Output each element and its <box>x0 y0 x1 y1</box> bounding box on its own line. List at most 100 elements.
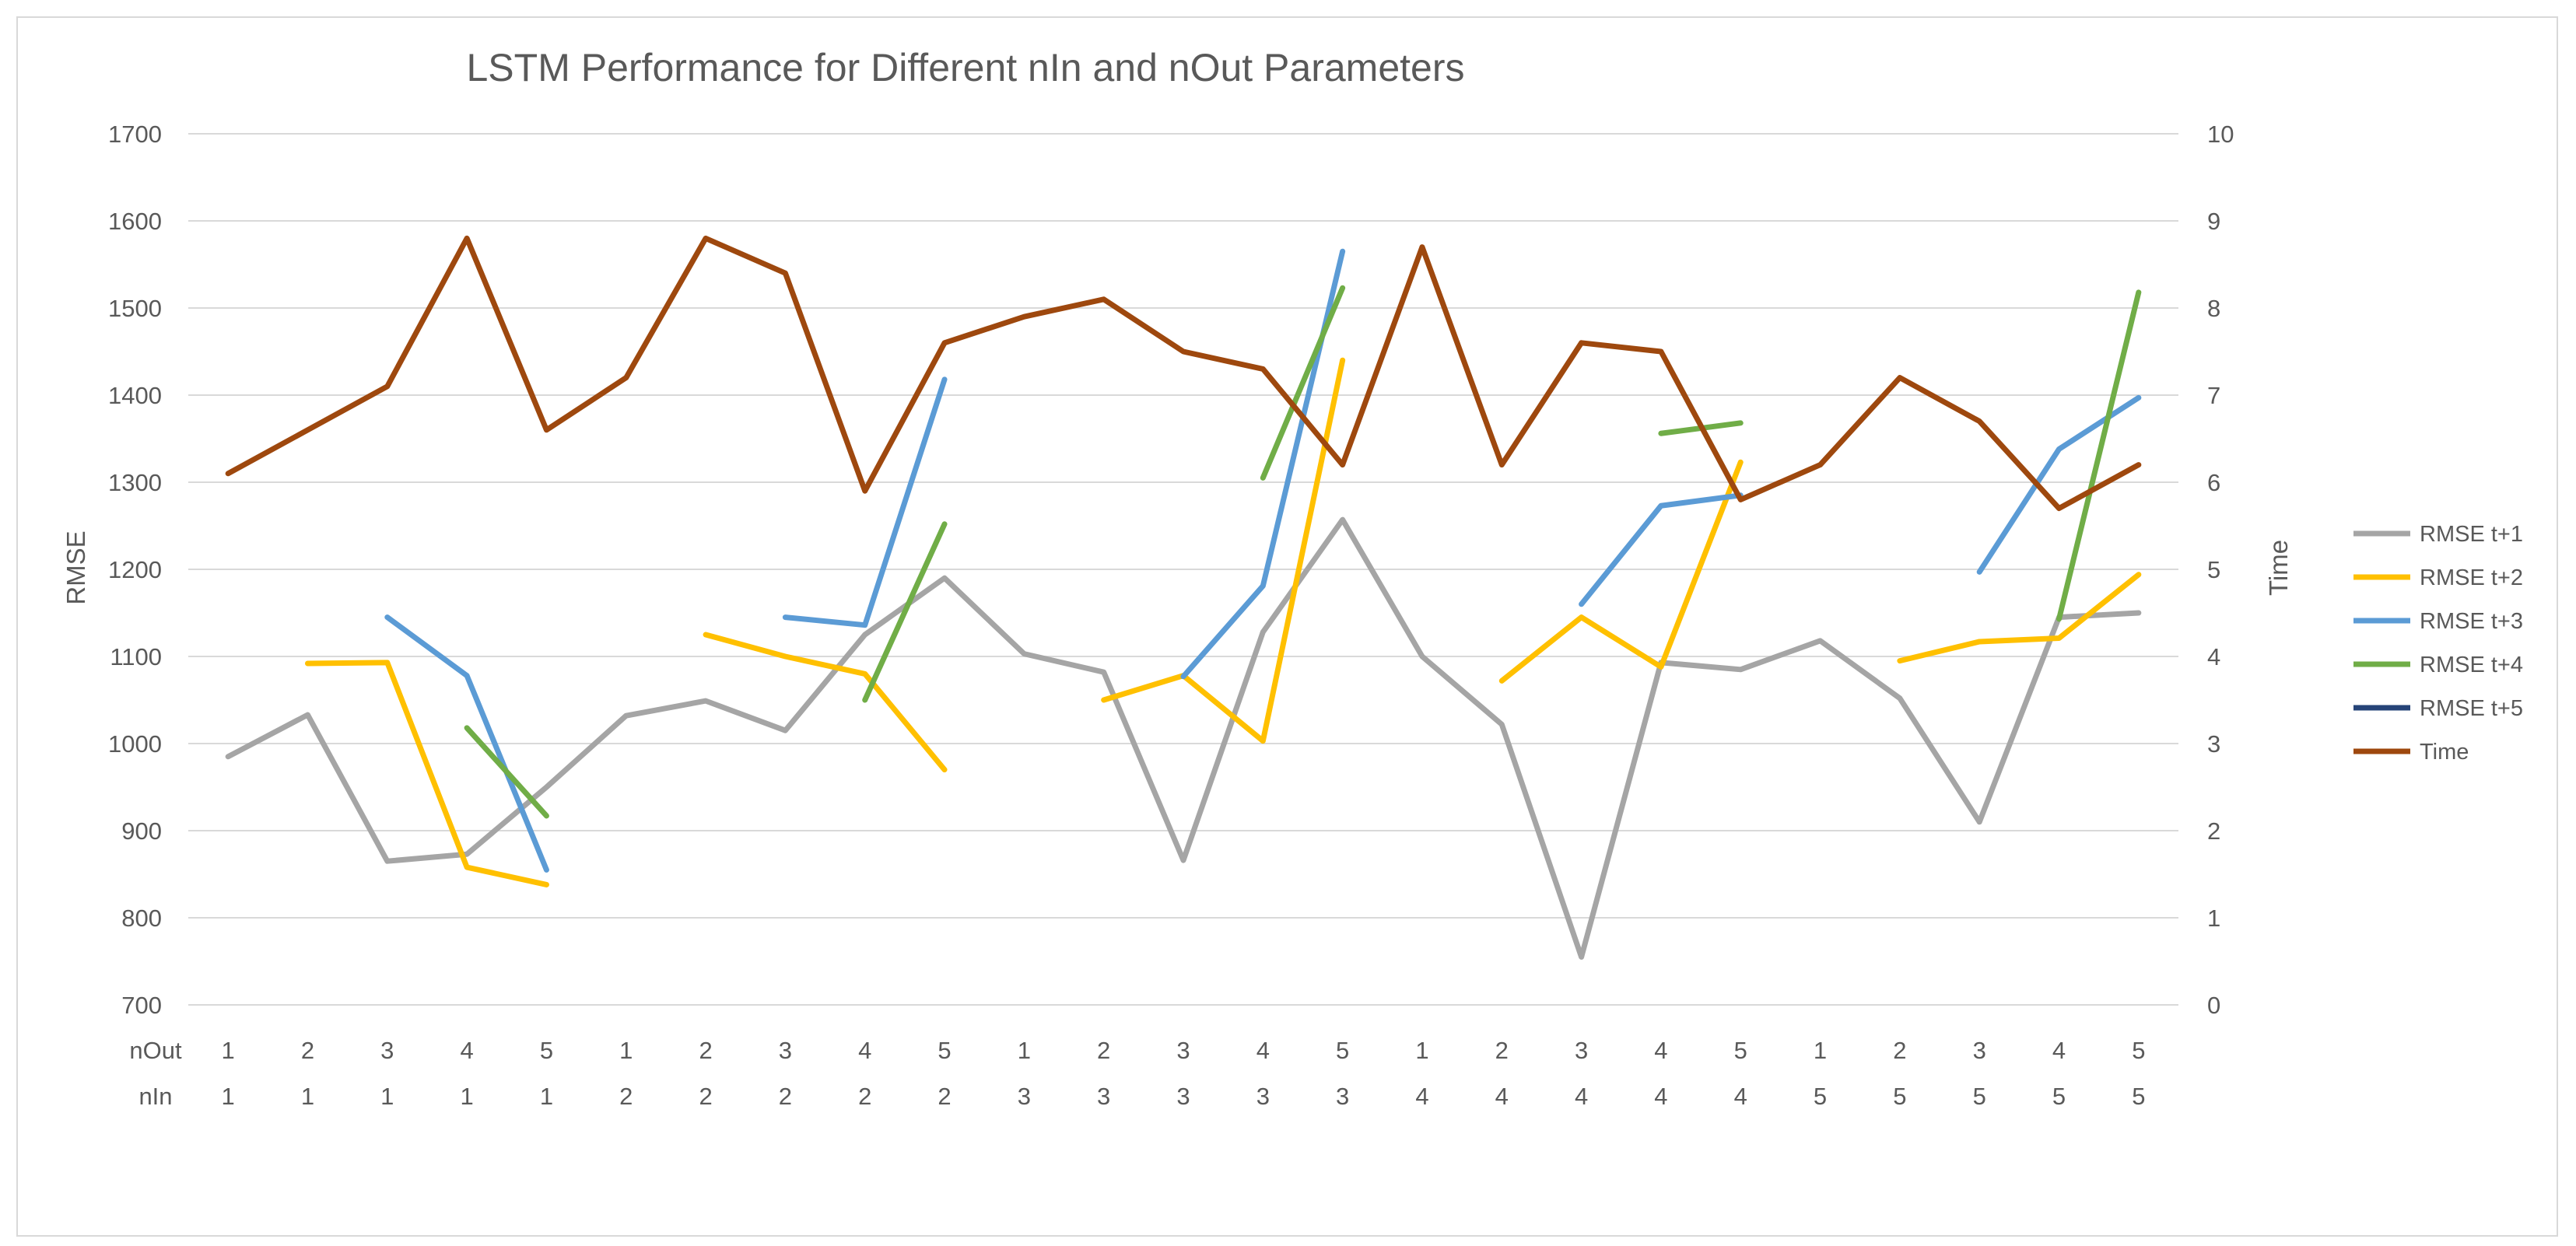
x-tick-label: 4 <box>1256 1037 1270 1064</box>
y2-tick-label: 9 <box>2207 208 2220 235</box>
series-line-segment <box>1498 459 1744 684</box>
y2-tick-label: 8 <box>2207 295 2220 322</box>
y2-tick-label: 5 <box>2207 556 2220 583</box>
x-tick-label: 4 <box>1734 1083 1747 1110</box>
x-tick-label: 5 <box>1814 1083 1827 1110</box>
x-tick-label: 3 <box>1018 1083 1031 1110</box>
series-line-segment <box>1101 357 1346 744</box>
y2-tick-label: 3 <box>2207 730 2220 758</box>
legend: RMSE t+1 RMSE t+2 RMSE t+3 RMSE t+4 RMSE t+5… <box>2353 522 2523 765</box>
x-tick-label: 5 <box>938 1037 951 1064</box>
series-line-segment <box>1260 285 1346 481</box>
y2-tick-label: 6 <box>2207 469 2220 496</box>
x-tick-label: 5 <box>540 1037 553 1064</box>
x-tick-label: 5 <box>2132 1083 2145 1110</box>
legend-label: RMSE t+4 <box>2420 653 2523 677</box>
x-tick-label: 4 <box>1654 1083 1667 1110</box>
series-line-segment <box>1180 248 1346 680</box>
x-tick-label: 4 <box>2052 1037 2066 1064</box>
legend-label: Time <box>2420 740 2469 765</box>
x-tick-label: 1 <box>540 1083 553 1110</box>
x-tick-label: 5 <box>2052 1083 2066 1110</box>
x-tick-label: 2 <box>938 1083 951 1110</box>
x-tick-label: 3 <box>1336 1083 1349 1110</box>
x-tick-label: 3 <box>1097 1083 1110 1110</box>
legend-label: RMSE t+2 <box>2420 565 2523 590</box>
y-tick-label: 1200 <box>108 556 162 583</box>
series-line-segment <box>2056 289 2142 622</box>
plot-area <box>225 235 2142 960</box>
series-line-segment <box>384 614 549 873</box>
x-tick-label: 5 <box>2132 1037 2145 1064</box>
y2-tick-label: 0 <box>2207 992 2220 1019</box>
series-line-segment <box>304 660 549 887</box>
series-line-segment <box>464 725 549 819</box>
x-tick-label: 2 <box>1495 1037 1509 1064</box>
series-line-segment <box>782 376 948 628</box>
x-tick-label: 4 <box>1575 1083 1588 1110</box>
x-tick-label: 1 <box>1814 1037 1827 1064</box>
series-rmse-t-2 <box>304 357 2142 887</box>
y-tick-label: 1100 <box>110 643 162 670</box>
x-tick-label: 1 <box>380 1083 394 1110</box>
x-tick-label: 1 <box>222 1083 235 1110</box>
x-tick-label: 5 <box>1336 1037 1349 1064</box>
y2-tick-label: 7 <box>2207 382 2220 409</box>
x-level-label: nOut <box>129 1037 182 1064</box>
gridlines <box>188 133 2178 1006</box>
series-line-segment <box>225 516 2142 960</box>
y-tick-label: 1500 <box>108 295 162 322</box>
y2-axis-title: Time <box>2264 540 2293 596</box>
x-tick-label: 2 <box>1097 1037 1110 1064</box>
x-tick-label: 1 <box>1415 1037 1428 1064</box>
y-tick-label: 700 <box>121 992 162 1019</box>
x-tick-label: 4 <box>1495 1083 1509 1110</box>
series-rmse-t-3 <box>384 248 2142 873</box>
y-tick-label: 1300 <box>108 469 162 496</box>
x-tick-label: 2 <box>1893 1037 1906 1064</box>
x-tick-label: 3 <box>1575 1037 1588 1064</box>
x-tick-label: 2 <box>619 1083 633 1110</box>
y-tick-label: 1400 <box>108 382 162 409</box>
x-tick-label: 4 <box>1654 1037 1667 1064</box>
x-tick-label: 1 <box>619 1037 633 1064</box>
series-line-segment <box>1976 394 2142 575</box>
x-tick-label: 1 <box>222 1037 235 1064</box>
x-axis-categories: nOut 1 2 3 4 5 1 2 3 4 5 1 2 3 4 5 1 2 3 4 5 1 2 3 4 5 nIn 1 1 1 1 1 2 2 2… <box>129 1037 2145 1110</box>
y-tick-label: 800 <box>121 905 162 932</box>
x-tick-label: 2 <box>779 1083 792 1110</box>
x-tick-label: 4 <box>1415 1083 1428 1110</box>
legend-label: RMSE t+1 <box>2420 522 2523 547</box>
x-tick-label: 2 <box>699 1037 712 1064</box>
x-tick-label: 3 <box>1176 1083 1190 1110</box>
x-tick-label: 2 <box>699 1083 712 1110</box>
x-tick-label: 2 <box>858 1083 871 1110</box>
x-tick-label: 4 <box>858 1037 871 1064</box>
x-tick-label: 3 <box>1256 1083 1270 1110</box>
legend-label: RMSE t+3 <box>2420 609 2523 634</box>
series-line-segment <box>1579 492 1744 607</box>
legend-label: RMSE t+5 <box>2420 696 2523 721</box>
x-tick-label: 3 <box>1973 1037 1986 1064</box>
y-tick-label: 1000 <box>108 730 162 758</box>
x-tick-label: 1 <box>301 1083 314 1110</box>
x-tick-label: 1 <box>460 1083 473 1110</box>
series-time <box>225 235 2142 512</box>
x-tick-label: 3 <box>380 1037 394 1064</box>
series-rmse-t-1 <box>225 516 2142 960</box>
x-tick-label: 3 <box>779 1037 792 1064</box>
y-axis-right-ticks: 0 1 2 3 4 5 6 7 8 9 10 <box>2207 121 2234 1019</box>
y2-tick-label: 1 <box>2207 905 2220 932</box>
series-line-segment <box>1897 572 2142 664</box>
y-axis-title: RMSE <box>61 530 90 604</box>
y2-tick-label: 10 <box>2207 121 2234 148</box>
x-tick-label: 4 <box>460 1037 473 1064</box>
y2-tick-label: 2 <box>2207 817 2220 845</box>
x-tick-label: 1 <box>1018 1037 1031 1064</box>
y-tick-label: 900 <box>121 817 162 845</box>
series-line-segment <box>862 521 948 703</box>
x-tick-label: 5 <box>1893 1083 1906 1110</box>
y-tick-label: 1600 <box>108 208 162 235</box>
y2-tick-label: 4 <box>2207 643 2220 670</box>
